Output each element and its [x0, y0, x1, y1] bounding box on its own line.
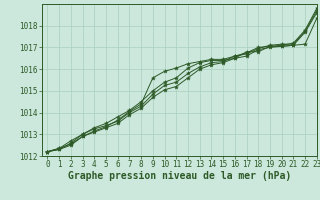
X-axis label: Graphe pression niveau de la mer (hPa): Graphe pression niveau de la mer (hPa): [68, 171, 291, 181]
